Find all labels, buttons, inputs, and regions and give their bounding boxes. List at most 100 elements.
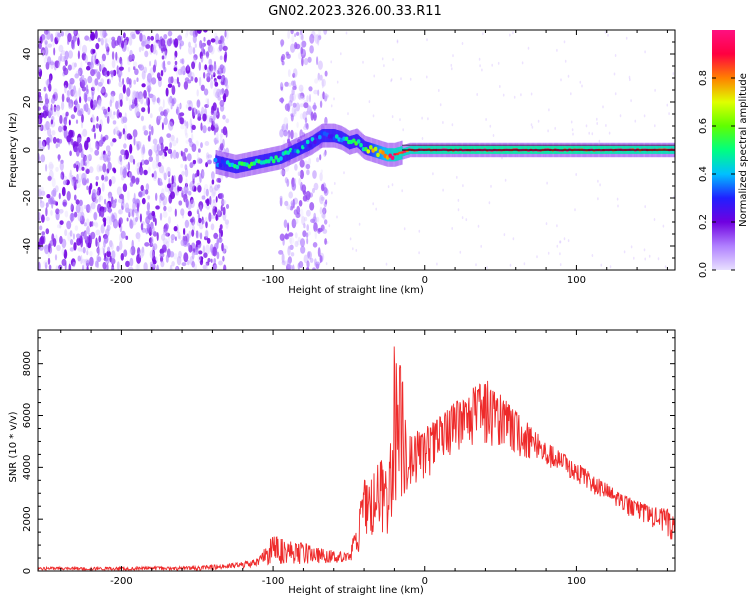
noise-point	[76, 103, 80, 112]
noise-point	[56, 108, 60, 118]
noise-point	[144, 242, 150, 247]
noise-point	[99, 195, 104, 201]
noise-point	[70, 103, 73, 110]
noise-point	[45, 228, 50, 235]
noise-point	[180, 66, 183, 76]
noise-point	[143, 89, 147, 99]
noise-point	[387, 185, 390, 189]
noise-point	[300, 46, 304, 55]
noise-point	[184, 126, 188, 136]
ridge-point	[376, 152, 380, 158]
noise-point	[316, 216, 320, 223]
noise-point	[196, 89, 199, 97]
noise-point	[146, 72, 152, 83]
noise-point	[599, 183, 601, 187]
noise-point	[96, 115, 99, 122]
noise-point	[296, 205, 301, 215]
y-tick-label: -40	[22, 238, 33, 254]
noise-point	[84, 165, 88, 171]
noise-point	[559, 240, 561, 244]
noise-point	[63, 249, 68, 260]
noise-point	[213, 77, 217, 83]
noise-point	[176, 76, 179, 84]
noise-point	[138, 94, 141, 103]
noise-point	[145, 183, 150, 191]
noise-point	[84, 35, 90, 41]
noise-point	[48, 110, 51, 117]
noise-point	[184, 120, 187, 127]
noise-point	[119, 154, 123, 162]
noise-point	[317, 34, 322, 41]
noise-point	[486, 266, 488, 270]
noise-point	[115, 100, 119, 110]
noise-point	[210, 123, 215, 132]
noise-point	[180, 124, 185, 130]
noise-point	[83, 92, 88, 102]
noise-point	[94, 78, 99, 86]
noise-point	[172, 139, 177, 147]
noise-point	[189, 181, 195, 191]
noise-point	[306, 237, 309, 245]
noise-point	[224, 219, 230, 225]
noise-point	[489, 124, 492, 128]
noise-point	[223, 53, 227, 63]
noise-point	[67, 64, 72, 71]
noise-point	[66, 90, 70, 97]
noise-point	[90, 99, 94, 109]
ridge-band	[277, 151, 279, 165]
noise-point	[320, 255, 323, 263]
noise-point	[105, 43, 109, 50]
noise-point	[111, 39, 117, 49]
noise-point	[58, 61, 61, 69]
noise-point	[69, 239, 74, 245]
noise-point	[513, 95, 516, 99]
noise-point	[527, 46, 530, 50]
noise-point	[81, 114, 84, 123]
noise-point	[124, 202, 130, 213]
noise-point	[320, 183, 325, 192]
noise-point	[284, 81, 289, 87]
noise-point	[183, 81, 189, 90]
noise-point	[166, 133, 172, 139]
noise-point	[323, 93, 328, 100]
noise-point	[548, 108, 550, 112]
noise-point	[125, 260, 130, 268]
noise-point	[131, 208, 135, 218]
noise-point	[186, 121, 189, 129]
noise-point	[281, 260, 286, 266]
noise-point	[306, 169, 310, 176]
noise-point	[294, 108, 297, 115]
noise-point	[643, 248, 646, 252]
noise-point	[95, 68, 99, 77]
noise-point	[619, 114, 622, 118]
noise-point	[120, 60, 123, 67]
noise-point	[300, 238, 305, 247]
noise-point	[145, 216, 151, 225]
y-tick-label: 20	[22, 96, 33, 109]
noise-point	[456, 175, 458, 179]
noise-point	[142, 144, 146, 154]
noise-point	[421, 137, 424, 140]
noise-point	[94, 221, 98, 227]
noise-point	[58, 138, 63, 144]
noise-point	[186, 100, 192, 105]
noise-point	[203, 36, 206, 42]
noise-point	[319, 194, 324, 205]
noise-point	[76, 137, 82, 143]
noise-point	[107, 106, 110, 112]
noise-point	[53, 47, 56, 56]
noise-point	[81, 166, 85, 171]
noise-point	[203, 252, 208, 258]
noise-point	[198, 217, 202, 224]
noise-point	[439, 103, 442, 107]
noise-point	[220, 205, 223, 212]
noise-point	[290, 252, 295, 257]
noise-point	[57, 224, 61, 229]
noise-point	[91, 128, 96, 132]
noise-point	[204, 141, 210, 146]
noise-point	[564, 59, 567, 63]
noise-point	[131, 54, 135, 60]
noise-point	[165, 87, 169, 97]
noise-point	[47, 43, 53, 48]
noise-point	[111, 250, 116, 260]
